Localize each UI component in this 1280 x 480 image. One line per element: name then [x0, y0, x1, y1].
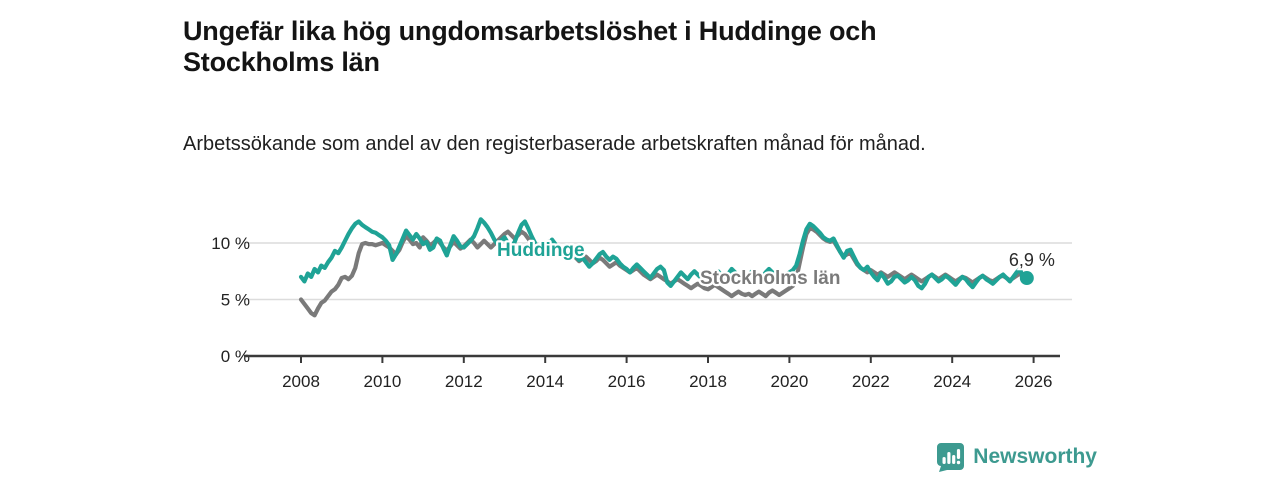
page-subtitle: Arbetssökande som andel av den registerb…	[183, 133, 926, 155]
unemployment-line-chart: 0 % 5 % 10 % 2008 2010 2012 2014 2016 2018 2020 20…	[211, 217, 1072, 391]
x-tick-label: 2024	[933, 372, 971, 391]
y-tick-label: 10 %	[211, 234, 250, 253]
x-tick-label: 2026	[1015, 372, 1053, 391]
x-tick-label: 2008	[282, 372, 320, 391]
series-label-stockholms-län: Stockholms län	[700, 268, 840, 289]
x-tick-label: 2012	[445, 372, 483, 391]
y-tick-label: 5 %	[221, 291, 250, 310]
latest-value-annotation: 6,9 %	[1009, 250, 1055, 270]
brand-name: Newsworthy	[973, 445, 1097, 468]
series-line-huddinge	[298, 217, 1029, 291]
x-tick-label: 2014	[526, 372, 564, 391]
x-tick-label: 2022	[852, 372, 890, 391]
brand-footer: Newsworthy	[935, 442, 1097, 472]
newsworthy-logo-icon	[937, 443, 965, 472]
latest-value-dot	[1019, 271, 1034, 286]
series-label-huddinge: Huddinge	[497, 240, 585, 261]
x-tick-label: 2010	[363, 372, 401, 391]
x-tick-label: 2016	[608, 372, 646, 391]
x-tick-label: 2020	[770, 372, 808, 391]
y-tick-label: 0 %	[221, 347, 250, 366]
page-title: Ungefär lika hög ungdomsarbetslöshet i H…	[183, 16, 877, 78]
x-tick-label: 2018	[689, 372, 727, 391]
